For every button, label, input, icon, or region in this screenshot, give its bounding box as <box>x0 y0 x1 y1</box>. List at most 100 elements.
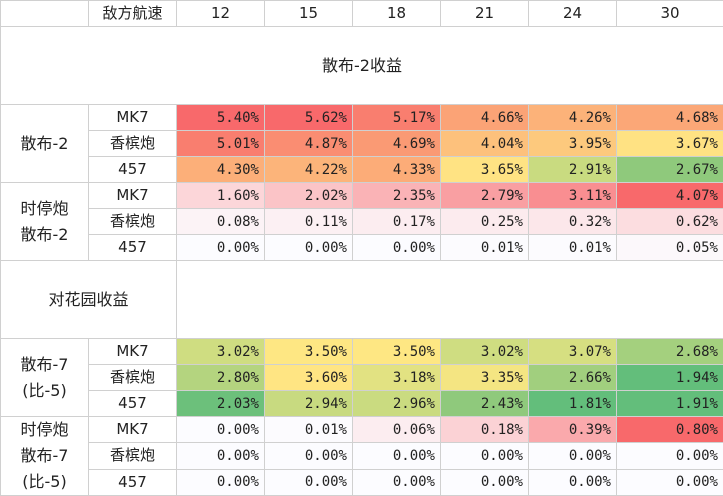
value-cell[interactable]: 0.00% <box>441 469 529 495</box>
value-cell[interactable]: 0.01% <box>441 235 529 261</box>
weapon-label[interactable]: 香槟炮 <box>89 131 177 157</box>
speed-15[interactable]: 15 <box>265 1 353 27</box>
group-label[interactable]: 时停炮散布-2 <box>1 183 89 261</box>
value-cell[interactable]: 0.25% <box>441 209 529 235</box>
value-cell[interactable]: 4.68% <box>617 105 723 131</box>
value-cell[interactable]: 2.79% <box>441 183 529 209</box>
value-cell[interactable]: 0.00% <box>177 469 265 495</box>
value-cell[interactable]: 0.11% <box>265 209 353 235</box>
value-cell[interactable]: 2.91% <box>529 157 617 183</box>
weapon-label[interactable]: 457 <box>89 157 177 183</box>
weapon-label[interactable]: MK7 <box>89 339 177 365</box>
value-cell[interactable]: 3.50% <box>265 339 353 365</box>
value-cell[interactable]: 0.00% <box>529 469 617 495</box>
value-cell[interactable]: 3.18% <box>353 365 441 391</box>
value-cell[interactable]: 2.35% <box>353 183 441 209</box>
value-cell[interactable]: 4.87% <box>265 131 353 157</box>
value-cell[interactable]: 4.66% <box>441 105 529 131</box>
speed-21[interactable]: 21 <box>441 1 529 27</box>
value-cell[interactable]: 0.00% <box>177 235 265 261</box>
value-cell[interactable]: 0.00% <box>529 443 617 469</box>
value-cell[interactable]: 4.69% <box>353 131 441 157</box>
value-cell[interactable]: 0.00% <box>265 235 353 261</box>
value-cell[interactable]: 0.00% <box>441 443 529 469</box>
value-cell[interactable]: 1.81% <box>529 391 617 417</box>
value-cell[interactable]: 2.02% <box>265 183 353 209</box>
weapon-label[interactable]: 457 <box>89 235 177 261</box>
value-cell[interactable]: 0.08% <box>177 209 265 235</box>
speed-30[interactable]: 30 <box>617 1 723 27</box>
group-label[interactable]: 散布-7(比-5) <box>1 339 89 417</box>
value-cell[interactable]: 0.00% <box>353 469 441 495</box>
value-cell[interactable]: 1.94% <box>617 365 723 391</box>
value-cell[interactable]: 0.62% <box>617 209 723 235</box>
value-cell[interactable]: 3.60% <box>265 365 353 391</box>
value-cell[interactable]: 0.00% <box>265 469 353 495</box>
group-label[interactable]: 散布-2 <box>1 105 89 183</box>
value-cell[interactable]: 2.94% <box>265 391 353 417</box>
value-cell[interactable]: 3.02% <box>441 339 529 365</box>
value-cell[interactable]: 0.00% <box>177 417 265 443</box>
value-cell[interactable]: 4.07% <box>617 183 723 209</box>
value-cell[interactable]: 2.80% <box>177 365 265 391</box>
speed-12[interactable]: 12 <box>177 1 265 27</box>
corner-cell[interactable] <box>1 1 89 27</box>
value-cell[interactable]: 0.01% <box>529 235 617 261</box>
value-cell[interactable]: 3.11% <box>529 183 617 209</box>
value-cell[interactable]: 4.33% <box>353 157 441 183</box>
value-cell[interactable]: 0.00% <box>617 469 723 495</box>
value-cell[interactable]: 3.35% <box>441 365 529 391</box>
speed-header-label[interactable]: 敌方航速 <box>89 1 177 27</box>
value-cell[interactable]: 0.18% <box>441 417 529 443</box>
value-cell[interactable]: 0.01% <box>265 417 353 443</box>
value-cell[interactable]: 0.00% <box>177 443 265 469</box>
weapon-label[interactable]: MK7 <box>89 105 177 131</box>
value-cell[interactable]: 4.26% <box>529 105 617 131</box>
value-cell[interactable]: 5.17% <box>353 105 441 131</box>
value-cell[interactable]: 1.91% <box>617 391 723 417</box>
weapon-label[interactable]: MK7 <box>89 183 177 209</box>
value-cell[interactable]: 0.05% <box>617 235 723 261</box>
value-cell[interactable]: 4.22% <box>265 157 353 183</box>
value-cell[interactable]: 0.32% <box>529 209 617 235</box>
weapon-label[interactable]: 香槟炮 <box>89 209 177 235</box>
value-cell[interactable]: 3.02% <box>177 339 265 365</box>
weapon-label[interactable]: 457 <box>89 469 177 495</box>
speed-18[interactable]: 18 <box>353 1 441 27</box>
value-cell[interactable]: 3.67% <box>617 131 723 157</box>
value-cell[interactable]: 3.95% <box>529 131 617 157</box>
value-cell[interactable]: 2.03% <box>177 391 265 417</box>
value-cell[interactable]: 0.00% <box>617 443 723 469</box>
value-cell[interactable]: 5.01% <box>177 131 265 157</box>
value-cell[interactable]: 3.50% <box>353 339 441 365</box>
group-label[interactable]: 时停炮散布-7(比-5) <box>1 417 89 496</box>
section2-blank[interactable] <box>177 261 723 339</box>
value-cell[interactable]: 1.60% <box>177 183 265 209</box>
weapon-label[interactable]: 香槟炮 <box>89 365 177 391</box>
value-cell[interactable]: 2.68% <box>617 339 723 365</box>
section1-title[interactable]: 散布-2收益 <box>1 27 723 105</box>
value-cell[interactable]: 0.00% <box>353 443 441 469</box>
value-cell[interactable]: 0.06% <box>353 417 441 443</box>
weapon-label[interactable]: 香槟炮 <box>89 443 177 469</box>
value-cell[interactable]: 5.62% <box>265 105 353 131</box>
section2-title[interactable]: 对花园收益 <box>1 261 177 339</box>
value-cell[interactable]: 5.40% <box>177 105 265 131</box>
value-cell[interactable]: 2.96% <box>353 391 441 417</box>
value-cell[interactable]: 3.07% <box>529 339 617 365</box>
value-cell[interactable]: 4.30% <box>177 157 265 183</box>
speed-24[interactable]: 24 <box>529 1 617 27</box>
value-cell[interactable]: 0.00% <box>353 235 441 261</box>
value-cell[interactable]: 2.67% <box>617 157 723 183</box>
value-cell[interactable]: 2.66% <box>529 365 617 391</box>
value-cell[interactable]: 3.65% <box>441 157 529 183</box>
value-cell[interactable]: 4.04% <box>441 131 529 157</box>
value-cell[interactable]: 0.17% <box>353 209 441 235</box>
weapon-label[interactable]: MK7 <box>89 417 177 443</box>
value-cell[interactable]: 0.00% <box>265 443 353 469</box>
value-cell[interactable]: 2.43% <box>441 391 529 417</box>
value-cell[interactable]: 0.80% <box>617 417 723 443</box>
value-cell[interactable]: 0.39% <box>529 417 617 443</box>
weapon-label[interactable]: 457 <box>89 391 177 417</box>
